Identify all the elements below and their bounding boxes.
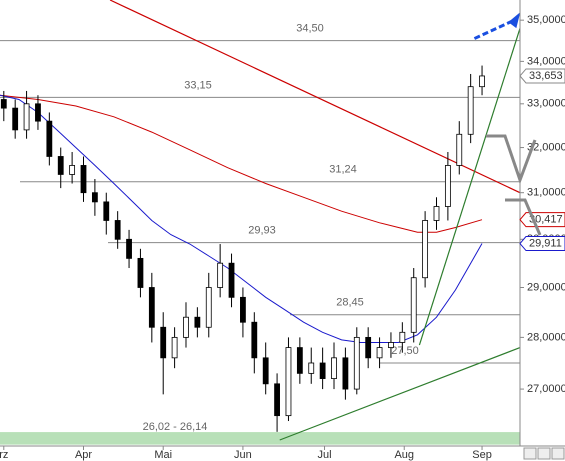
candle-body	[444, 165, 451, 207]
candle-body	[308, 362, 315, 374]
candle-body	[365, 336, 372, 359]
candle-body	[46, 120, 53, 157]
scroll-both[interactable]	[551, 447, 565, 460]
y-tick-label: 34,0000	[527, 55, 565, 67]
level-label: 34,50	[296, 23, 324, 35]
scroll-right[interactable]	[537, 447, 551, 460]
candle-body	[57, 156, 64, 175]
candle-body	[456, 133, 463, 166]
candle-body	[388, 342, 394, 348]
candle-body	[80, 165, 87, 194]
candle-body	[410, 277, 417, 333]
candle-body	[296, 347, 303, 374]
y-tick-label: 33,0000	[527, 98, 565, 110]
axes: 27,000028,000029,000030,000031,000032,00…	[0, 14, 565, 461]
y-tick-label: 27,0000	[527, 383, 565, 395]
candle-body	[285, 347, 292, 417]
level-label: 29,93	[248, 225, 276, 237]
candle-body	[103, 201, 110, 221]
zone-label: 26,02 - 26,14	[143, 421, 208, 433]
price-tag	[519, 68, 565, 84]
x-tick-label: Apr	[75, 449, 92, 461]
trendline	[279, 347, 521, 441]
level-label: 33,15	[184, 79, 212, 91]
candle-body	[183, 316, 189, 338]
candle-body	[331, 357, 337, 379]
price-tag-label: 30,417	[529, 214, 563, 226]
trendline	[418, 28, 521, 346]
candle-body	[69, 165, 76, 175]
candle-body	[35, 103, 41, 122]
price-tag-label: 33,653	[529, 70, 563, 82]
x-tick-label: Jun	[234, 449, 252, 461]
trendline	[473, 18, 515, 40]
y-tick-label: 29,0000	[527, 281, 565, 293]
candle-body	[148, 287, 155, 328]
x-axis-panel	[0, 446, 565, 461]
candle-body	[251, 321, 258, 359]
x-tick-label: Aug	[394, 449, 414, 461]
level-label: 28,45	[336, 297, 364, 309]
support-zone	[0, 432, 520, 445]
level-label: 27,50	[391, 345, 419, 357]
x-tick-label: Mai	[154, 449, 172, 461]
level-label: 31,24	[329, 164, 357, 176]
candle-body	[217, 262, 224, 288]
y-tick-label: 28,0000	[527, 331, 565, 343]
candle-body	[274, 383, 280, 417]
trendline-arrowhead	[508, 12, 521, 29]
candle-body	[240, 296, 246, 323]
candle-body	[114, 220, 121, 240]
candle-body	[342, 357, 349, 390]
scroll-buttons[interactable]	[523, 447, 565, 460]
candle-body	[467, 86, 474, 135]
candle-body	[479, 75, 485, 88]
candle-body	[23, 103, 30, 131]
candle-body	[422, 220, 429, 279]
candle-body	[353, 336, 360, 390]
x-tick-label: Jul	[317, 449, 331, 461]
arrow	[486, 134, 537, 185]
candle-body	[433, 206, 440, 221]
candle-body	[91, 192, 98, 203]
candle-body	[171, 336, 178, 359]
price-tag	[519, 236, 565, 252]
candle-body	[205, 287, 212, 328]
y-tick-label: 32,0000	[527, 141, 565, 153]
candle-body	[194, 316, 201, 328]
candle-body	[399, 331, 406, 343]
y-tick-label: 35,0000	[527, 14, 565, 26]
price-tag-label: 29,911	[529, 237, 562, 249]
candle-body	[262, 357, 269, 385]
candle-body	[160, 326, 167, 359]
trendline	[109, 0, 521, 194]
moving-average	[0, 94, 483, 343]
candle-body	[376, 347, 383, 359]
scroll-left[interactable]	[523, 447, 537, 460]
x-tick-label: rz	[0, 449, 8, 461]
plot-area: 26,02 - 26,14 34,50 33,15 31,24 29,93 28,45 27…	[0, 0, 521, 445]
candle-body	[0, 99, 7, 109]
candle-body	[137, 257, 144, 288]
candle-body	[126, 238, 132, 259]
candle-body	[228, 262, 235, 298]
y-tick-label: 31,0000	[527, 187, 565, 199]
arrow	[505, 198, 542, 236]
x-tick-label: Sep	[472, 449, 492, 461]
candle-body	[319, 362, 326, 379]
candle-body	[12, 107, 19, 131]
